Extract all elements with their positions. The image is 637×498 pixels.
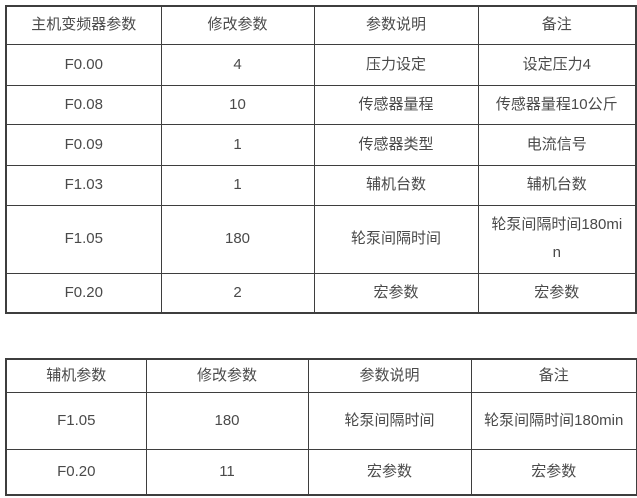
- table-cell: 宏参数: [470, 449, 637, 495]
- table-cell: F0.08: [5, 84, 162, 125]
- main-table-header-row: 主机变频器参数 修改参数 参数说明 备注: [5, 5, 637, 45]
- table-row: F0.08 10 传感器量程 传感器量程10公斤: [5, 84, 637, 125]
- table-row: F1.05 180 轮泵间隔时间 轮泵间隔时间180min: [5, 204, 637, 274]
- table-row: F1.05 180 轮泵间隔时间 轮泵间隔时间180min: [5, 392, 637, 450]
- table-cell: 传感器量程: [313, 84, 479, 125]
- column-header: 辅机参数: [5, 358, 147, 393]
- column-header: 参数说明: [313, 5, 479, 45]
- table-row: F1.03 1 辅机台数 辅机台数: [5, 164, 637, 206]
- table-cell: 10: [160, 84, 315, 125]
- table-cell: 1: [160, 123, 315, 166]
- table-cell: 2: [160, 272, 315, 314]
- table-cell: 1: [160, 164, 315, 206]
- table-cell: 辅机台数: [313, 164, 479, 206]
- column-header: 修改参数: [145, 358, 309, 393]
- table-row: F0.00 4 压力设定 设定压力4: [5, 43, 637, 86]
- table-cell: 辅机台数: [477, 164, 637, 206]
- table-cell: 传感器类型: [313, 123, 479, 166]
- table-cell: 宏参数: [307, 449, 472, 495]
- table-cell: 宏参数: [477, 272, 637, 314]
- table-cell: F1.05: [5, 392, 147, 450]
- table-row: F0.09 1 传感器类型 电流信号: [5, 123, 637, 166]
- column-header: 备注: [477, 5, 637, 45]
- table-cell: 180: [160, 204, 315, 274]
- column-header: 参数说明: [307, 358, 472, 393]
- table-cell: F0.00: [5, 43, 162, 86]
- auxiliary-table-header-row: 辅机参数 修改参数 参数说明 备注: [5, 358, 637, 393]
- auxiliary-parameters-table: 辅机参数 修改参数 参数说明 备注 F1.05 180 轮泵间隔时间 轮泵间隔时间180mi…: [5, 358, 637, 496]
- table-cell: 轮泵间隔时间: [313, 204, 479, 274]
- column-header: 主机变频器参数: [5, 5, 162, 45]
- table-cell: F0.20: [5, 272, 162, 314]
- table-cell: 180: [145, 392, 309, 450]
- table-cell: F0.09: [5, 123, 162, 166]
- table-cell: F1.03: [5, 164, 162, 206]
- table-row: F0.20 11 宏参数 宏参数: [5, 449, 637, 495]
- table-cell: 11: [145, 449, 309, 495]
- table-cell: F0.20: [5, 449, 147, 495]
- table-cell: 轮泵间隔时间180min: [477, 204, 637, 274]
- table-cell: 4: [160, 43, 315, 86]
- column-header: 修改参数: [160, 5, 315, 45]
- main-table-body: F0.00 4 压力设定 设定压力4 F0.08 10 传感器量程 传感器量程10公斤 F0.0…: [5, 43, 637, 314]
- auxiliary-table-body: F1.05 180 轮泵间隔时间 轮泵间隔时间180min F0.20 11 宏参数 宏参数: [5, 392, 637, 495]
- table-cell: 电流信号: [477, 123, 637, 166]
- table-cell: F1.05: [5, 204, 162, 274]
- table-row: F0.20 2 宏参数 宏参数: [5, 272, 637, 314]
- main-inverter-parameters-table: 主机变频器参数 修改参数 参数说明 备注 F0.00 4 压力设定 设定压力4 F0.08 10…: [5, 5, 637, 314]
- table-cell: 宏参数: [313, 272, 479, 314]
- table-cell: 传感器量程10公斤: [477, 84, 637, 125]
- table-cell: 压力设定: [313, 43, 479, 86]
- table-cell: 轮泵间隔时间180min: [470, 392, 637, 450]
- column-header: 备注: [470, 358, 637, 393]
- table-cell: 轮泵间隔时间: [307, 392, 472, 450]
- table-cell: 设定压力4: [477, 43, 637, 86]
